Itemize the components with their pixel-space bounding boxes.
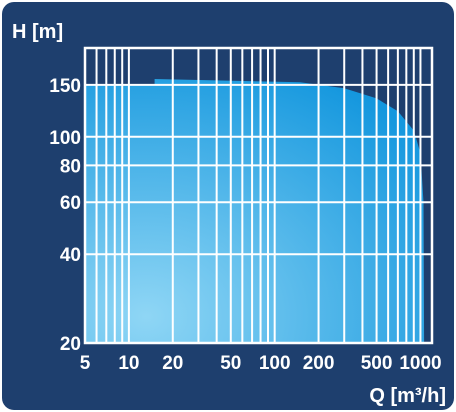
- y-tick-label: 60: [60, 193, 81, 214]
- x-tick-label: 500: [361, 353, 393, 374]
- x-axis-title: Q [m³/h]: [369, 385, 446, 407]
- y-tick-label: 20: [60, 334, 81, 355]
- x-tick-label: 100: [259, 353, 291, 374]
- performance-area-0: [85, 79, 425, 343]
- y-tick-label: 40: [60, 245, 81, 266]
- x-tick-label: 5: [80, 353, 91, 374]
- x-tick-label: 1000: [399, 353, 441, 374]
- x-tick-label: 20: [162, 353, 183, 374]
- x-tick-label: 200: [303, 353, 335, 374]
- y-axis-title: H [m]: [12, 21, 63, 43]
- x-tick-label: 50: [220, 353, 241, 374]
- y-tick-label: 150: [49, 76, 81, 97]
- x-tick-label: 10: [118, 353, 139, 374]
- y-tick-label: 100: [49, 128, 81, 149]
- plot-border: [83, 46, 434, 345]
- y-tick-label: 80: [60, 156, 81, 177]
